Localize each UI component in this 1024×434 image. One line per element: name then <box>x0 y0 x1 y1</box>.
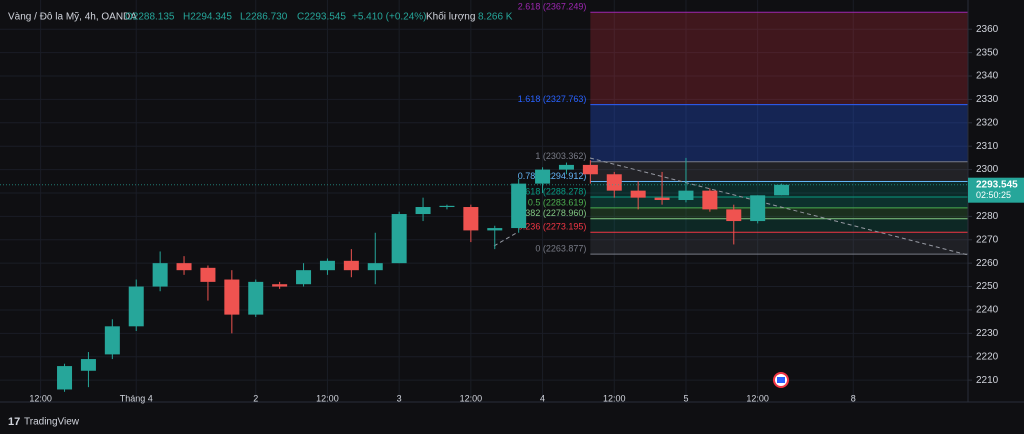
ohlc-close: C2293.545 <box>297 12 346 23</box>
y-tick-label: 2360 <box>976 24 999 35</box>
y-tick-label: 2220 <box>976 351 999 362</box>
x-tick-label: 12:00 <box>746 393 769 403</box>
x-tick-label: 3 <box>397 393 402 403</box>
candle-body <box>296 270 312 285</box>
candle-body <box>535 169 551 184</box>
candles-layer <box>57 157 790 392</box>
countdown: 02:50:25 <box>976 190 1011 200</box>
fib-label: 0.382 (2278.960) <box>518 208 587 218</box>
candle-body <box>582 164 598 175</box>
candle-body <box>606 174 622 191</box>
x-tick-label: 8 <box>851 393 856 403</box>
x-tick-label: 12:00 <box>316 393 339 403</box>
candle-body <box>80 359 96 371</box>
axes-layer: 2210222022302240225022602270228022902300… <box>0 24 1024 403</box>
y-tick-label: 2230 <box>976 328 999 339</box>
x-tick-label: 12:00 <box>603 393 626 403</box>
y-tick-label: 2250 <box>976 281 999 292</box>
candle-body <box>463 207 479 231</box>
trend-line <box>589 157 969 256</box>
candle-body <box>487 228 503 231</box>
candle-body <box>678 190 694 200</box>
y-tick-label: 2260 <box>976 258 999 269</box>
candle-body <box>128 286 144 327</box>
fib-label: 0.236 (2273.195) <box>518 222 587 232</box>
candle-body <box>272 284 288 287</box>
y-tick-label: 2280 <box>976 211 999 222</box>
fib-zone <box>590 218 968 233</box>
ohlc-change: +5.410 (+0.24%) <box>352 12 427 23</box>
x-tick-label: 12:00 <box>29 393 52 403</box>
candle-body <box>654 197 670 200</box>
candle-body <box>726 209 742 222</box>
fib-layer: 2.618 (2367.249) 1.618 (2327.763) 1 (2303.… <box>518 2 968 255</box>
candle-body <box>391 214 407 264</box>
candle-body <box>343 260 359 271</box>
candle-body <box>415 207 431 215</box>
fib-zone <box>590 12 968 105</box>
candle-body <box>104 326 120 355</box>
candle-body <box>248 281 264 315</box>
trend-line <box>493 231 519 247</box>
x-tick-label: 5 <box>683 393 688 403</box>
candle-body <box>558 164 574 170</box>
candle-body <box>367 263 383 271</box>
candle-body <box>774 184 790 196</box>
fib-label: 0.5 (2283.619) <box>528 197 587 207</box>
candle-body <box>750 195 766 222</box>
y-tick-label: 2240 <box>976 305 999 316</box>
ohlc-high: H2294.345 <box>183 12 232 23</box>
brand-name: TradingView <box>24 417 80 428</box>
x-tick-label: 4 <box>540 393 545 403</box>
candle-body <box>57 366 73 390</box>
y-tick-label: 2270 <box>976 234 999 245</box>
fib-label: 0.786 (2294.912) <box>518 171 587 181</box>
ohlc-open: O2288.135 <box>125 12 175 23</box>
fib-label: 0 (2263.877) <box>535 243 586 253</box>
candle-body <box>630 190 646 198</box>
x-tick-label: Tháng 4 <box>120 393 153 403</box>
volume-value: 8.266 K <box>478 12 513 23</box>
fib-zone <box>590 232 968 255</box>
last-price-tag <box>968 177 1024 203</box>
header: Vàng / Đô la Mỹ, 4h, OANDA O2288.135 H22… <box>8 11 513 23</box>
candle-body <box>224 279 240 315</box>
ohlc-low: L2286.730 <box>240 12 288 23</box>
candle-body <box>702 190 718 210</box>
brand: 17 TradingView <box>8 416 80 428</box>
fib-label: 0.618 (2288.278) <box>518 186 587 196</box>
candle-body <box>439 205 455 208</box>
fib-zone <box>590 207 968 219</box>
y-tick-label: 2330 <box>976 94 999 105</box>
volume-label: Khối lượng <box>426 11 475 23</box>
event-flag-inner <box>777 377 785 383</box>
fib-zone <box>590 197 968 208</box>
fib-label: 1.618 (2327.763) <box>518 94 587 104</box>
brand-logo: 17 <box>8 416 20 428</box>
y-tick-label: 2340 <box>976 71 999 82</box>
last-price-label: 2293.545 <box>976 179 1018 190</box>
y-tick-label: 2210 <box>976 375 999 386</box>
candle-body <box>152 263 168 287</box>
grid-layer <box>0 0 968 400</box>
x-tick-label: 2 <box>253 393 258 403</box>
y-tick-label: 2350 <box>976 47 999 58</box>
symbol: Vàng / Đô la Mỹ, 4h, OANDA <box>8 12 137 23</box>
candle-body <box>176 263 192 271</box>
candle-body <box>511 183 527 229</box>
fib-label: 1 (2303.362) <box>535 151 586 161</box>
candle-body <box>319 260 335 271</box>
fib-zone <box>590 161 968 182</box>
fib-zone <box>590 104 968 162</box>
y-tick-label: 2300 <box>976 164 999 175</box>
y-tick-label: 2320 <box>976 117 999 128</box>
x-tick-label: 12:00 <box>460 393 483 403</box>
candle-body <box>200 267 216 282</box>
y-tick-label: 2310 <box>976 141 999 152</box>
fib-label: 2.618 (2367.249) <box>518 2 587 12</box>
flag-icon <box>773 372 789 388</box>
